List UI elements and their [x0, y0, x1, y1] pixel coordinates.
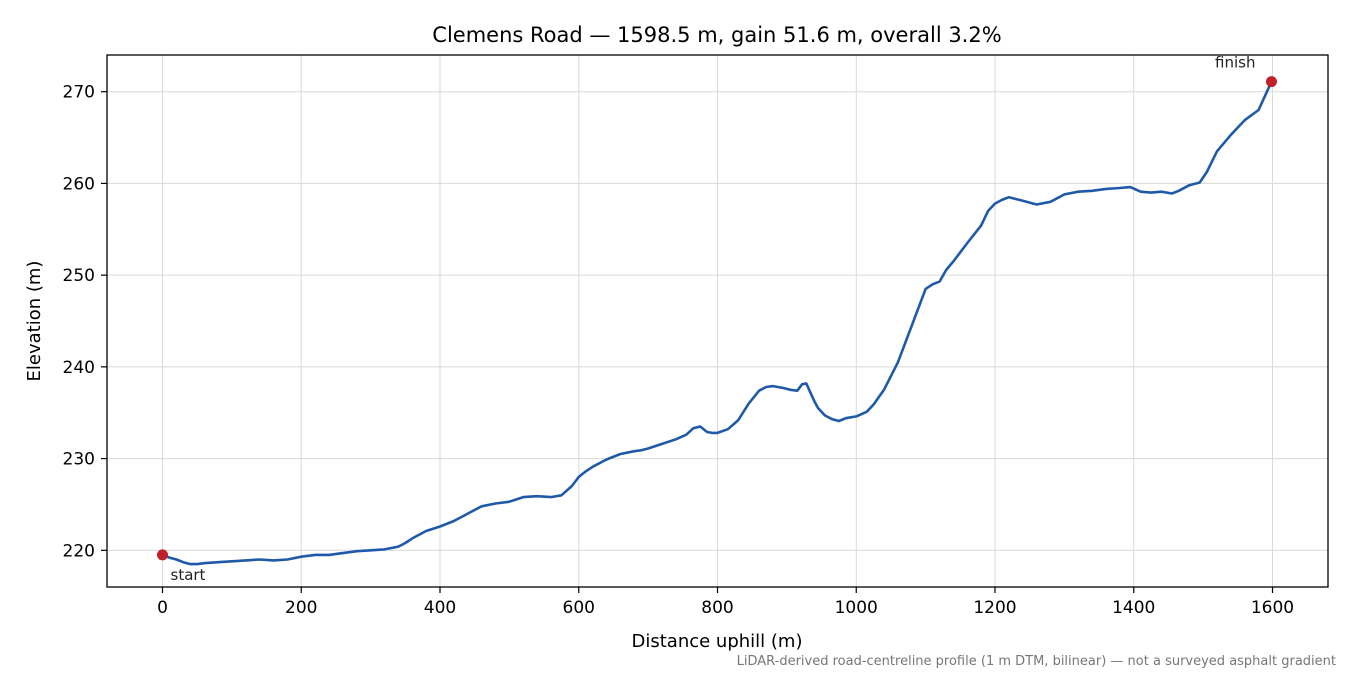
x-tick-label: 1600 [1251, 598, 1294, 618]
finish-label: finish [1215, 54, 1255, 72]
endpoint-markers: start finish [157, 54, 1277, 584]
chart-title: Clemens Road — 1598.5 m, gain 51.6 m, ov… [432, 23, 1001, 47]
elevation-profile-line [161, 80, 1273, 566]
x-tick-label: 600 [563, 598, 595, 618]
x-tick-label: 800 [701, 598, 733, 618]
y-tick-label: 250 [63, 266, 95, 286]
x-axis-label: Distance uphill (m) [632, 631, 803, 652]
y-axis-label: Elevation (m) [24, 261, 45, 382]
axis-ticks: 0 200 400 600 800 1000 1200 1400 1600 220 230 240 25… [63, 83, 1295, 618]
x-tick-label: 200 [285, 598, 317, 618]
gridlines [107, 55, 1328, 587]
x-tick-label: 1200 [973, 598, 1016, 618]
y-tick-label: 230 [63, 450, 95, 470]
x-tick-label: 400 [424, 598, 456, 618]
finish-marker [1265, 76, 1277, 88]
x-tick-label: 1000 [835, 598, 878, 618]
x-tick-label: 1400 [1112, 598, 1155, 618]
y-tick-label: 270 [63, 83, 95, 103]
start-marker [157, 549, 168, 561]
x-tick-label: 0 [157, 598, 168, 618]
start-label: start [171, 566, 206, 584]
series-layer [161, 80, 1273, 566]
y-tick-label: 220 [63, 541, 95, 561]
y-tick-label: 240 [63, 358, 95, 378]
footnote: LiDAR-derived road-centreline profile (1… [737, 654, 1336, 669]
y-tick-label: 260 [63, 174, 95, 194]
